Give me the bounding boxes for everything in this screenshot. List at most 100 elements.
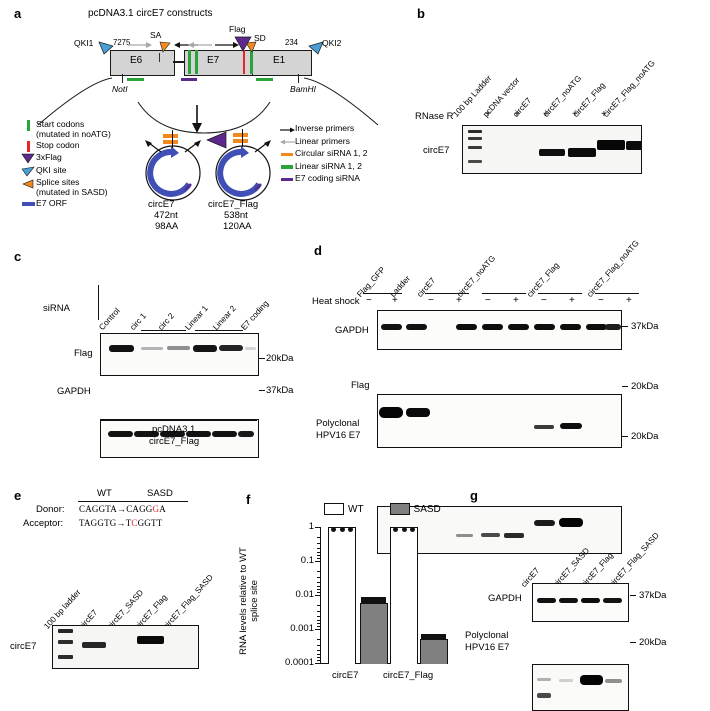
stop-codon-bar bbox=[242, 50, 246, 74]
panel-e-acceptor-mut-pre: T bbox=[125, 518, 132, 528]
panel-c-footer-line2: circE7_Flag bbox=[149, 436, 200, 447]
qki1-label: QKI1 bbox=[74, 38, 94, 48]
panel-e-acceptor-mut-post: GGTT bbox=[137, 518, 163, 528]
g-gapdh-band-4 bbox=[603, 598, 622, 603]
panel-c-group-underline-linear bbox=[195, 330, 243, 332]
panel-d-hs-2: − bbox=[428, 295, 434, 306]
panel-c-blot-label-gapdh: GAPDH bbox=[57, 386, 91, 397]
g-gapdh-band-3 bbox=[581, 598, 600, 603]
legend-circular-sirna-label: Circular siRNA 1, 2 bbox=[295, 148, 368, 158]
panel-b-row-value-4: + bbox=[601, 109, 607, 120]
panel-e-gel bbox=[52, 625, 199, 669]
legend-item-e7-coding-sirna: E7 coding siRNA bbox=[279, 173, 409, 185]
panel-d-blot-flag bbox=[377, 394, 622, 448]
panel-c-blot-label-flag: Flag bbox=[74, 348, 93, 359]
legend-item-e7-orf: E7 ORF bbox=[20, 197, 140, 210]
start-codon-bar-1 bbox=[188, 50, 191, 74]
purple-triangle-icon bbox=[20, 153, 36, 164]
legend-linear-sirna-label: Linear siRNA 1, 2 bbox=[295, 160, 362, 171]
legend-inverse-primers-label: Inverse primers bbox=[295, 123, 355, 133]
panel-e-donor-wt: CAGGTA bbox=[79, 504, 117, 514]
chart-yticklabel-2: 0.01 bbox=[295, 589, 315, 600]
panel-b-row-label: RNase R bbox=[415, 111, 454, 122]
e-ladder-band-3 bbox=[58, 655, 73, 659]
flag-band-linear1 bbox=[193, 345, 217, 352]
panel-a-legend-right: Inverse primers Linear primers Circular … bbox=[279, 123, 409, 187]
chart-ylabel: RNA levels relative to WT splice site bbox=[238, 547, 260, 655]
bamhi-tick bbox=[298, 74, 300, 83]
panel-g-tick-37 bbox=[630, 595, 636, 597]
chart-ytick-0.001 bbox=[315, 629, 320, 631]
panel-e-header-wt: WT bbox=[97, 488, 112, 499]
panel-d-hs-6: − bbox=[541, 295, 547, 306]
panel-d-tick-20b bbox=[622, 436, 628, 438]
exon-e6-label: E6 bbox=[130, 55, 143, 66]
legend-label-wt: WT bbox=[348, 503, 364, 515]
panel-c-marker-20: 20kDa bbox=[266, 353, 294, 364]
d-gapdh-band-1 bbox=[381, 324, 402, 330]
circe7-junction-tick bbox=[172, 130, 174, 148]
panel-e-acceptor-mut-red: C bbox=[131, 518, 138, 528]
legend-item-stop-codon: Stop codon bbox=[20, 140, 140, 152]
panel-d-hs-0: − bbox=[366, 295, 372, 306]
panel-b-row-value-0: + bbox=[485, 109, 491, 120]
circe7flag-orange-sirna-bar2 bbox=[233, 139, 248, 143]
d-flag-band-gfp-1 bbox=[379, 407, 403, 418]
sd-label: SD bbox=[254, 33, 266, 43]
panel-d-marker-20b: 20kDa bbox=[631, 431, 659, 442]
circe7flag-length: 538nt bbox=[224, 210, 248, 221]
panel-e-acceptor-seq: TAGGTG→TCGGTT bbox=[79, 518, 162, 528]
panel-d-marker-20a: 20kDa bbox=[631, 381, 659, 392]
legend-swatch-sasd bbox=[389, 503, 410, 515]
legend-linear-primers-label: Linear primers bbox=[295, 135, 350, 146]
panel-d-hs-7: + bbox=[569, 295, 575, 306]
panel-c-letter: c bbox=[14, 249, 22, 264]
ladder-band-1 bbox=[468, 130, 482, 133]
panel-d-blot-label-poly2: HPV16 E7 bbox=[316, 430, 361, 441]
panel-b: b 100 bp Ladder pcDNA vector circE7 circ… bbox=[415, 0, 710, 235]
flag-band-circ1 bbox=[141, 347, 163, 350]
circe7-orange-sirna-bar2 bbox=[163, 140, 178, 144]
coord-left-label: 7275 bbox=[113, 38, 131, 47]
flag-band-e7coding bbox=[245, 347, 256, 350]
panel-d-hs-1: + bbox=[392, 295, 398, 306]
panel-c-blot-gapdh bbox=[100, 419, 259, 458]
d-gapdh-band-9 bbox=[605, 324, 621, 330]
panel-c-lane-label-1: circ 1 bbox=[128, 311, 149, 332]
qki2-triangle-icon bbox=[308, 41, 324, 55]
d-flag-band-circe7flag-minus bbox=[534, 425, 554, 429]
panel-g-lane-label-3: circE7_Flag_SASD bbox=[607, 530, 661, 589]
flag-band-linear2 bbox=[219, 345, 243, 351]
legend-e7-orf-label: E7 ORF bbox=[36, 197, 68, 208]
panel-c-footer-line1: pcDNA3.1 bbox=[152, 424, 196, 435]
chart-plot-area bbox=[315, 527, 448, 665]
d-poly-band-flag-minus bbox=[534, 520, 555, 526]
panel-e-band-label: circE7 bbox=[10, 641, 37, 652]
legend-item-inverse-primers: Inverse primers bbox=[279, 123, 409, 135]
panel-d-row-label: Heat shock bbox=[312, 296, 360, 307]
panel-c-lane-label-5: E7 coding bbox=[239, 298, 271, 332]
panel-e: e WT SASD Donor: CAGGTA→CAGGGA Acceptor:… bbox=[0, 475, 230, 700]
panel-b-letter: b bbox=[417, 6, 425, 21]
panel-d-lane-label-5: circE7_Flag_noATG bbox=[585, 238, 641, 299]
panel-g-letter: g bbox=[470, 488, 478, 503]
d-gapdh-band-7 bbox=[560, 324, 581, 330]
ladder-band-4 bbox=[468, 160, 482, 163]
e6-e7-linker bbox=[173, 61, 184, 63]
g-gapdh-band-1 bbox=[537, 598, 556, 603]
start-codon-bar-2 bbox=[195, 50, 198, 74]
panel-d-hs-8: − bbox=[598, 295, 604, 306]
chart-yticklabel-4: 0.0001 bbox=[284, 657, 314, 668]
panel-c-row-label: siRNA bbox=[43, 303, 70, 314]
panel-d: d Flag_GFP Ladder circE7 circE7_noATG ci… bbox=[310, 238, 710, 554]
panel-e-acceptor-arrow: → bbox=[116, 518, 126, 528]
legend-3xflag-label: 3xFlag bbox=[36, 152, 62, 163]
panel-e-lane-label-4: circE7_Flag_SASD bbox=[161, 572, 215, 631]
panel-c-divider bbox=[98, 285, 100, 320]
legend-item-qki-site: QKI site bbox=[20, 165, 140, 177]
panel-e-donor-mut-pre: CAGG bbox=[126, 504, 153, 514]
panel-b-lane-label-5: circE7_Flag_noATG bbox=[601, 58, 657, 119]
process-arrow-down bbox=[192, 105, 202, 133]
chart-xticklabel-0: circE7 bbox=[332, 670, 359, 681]
chart-yticklabel-0: 1 bbox=[308, 521, 314, 532]
